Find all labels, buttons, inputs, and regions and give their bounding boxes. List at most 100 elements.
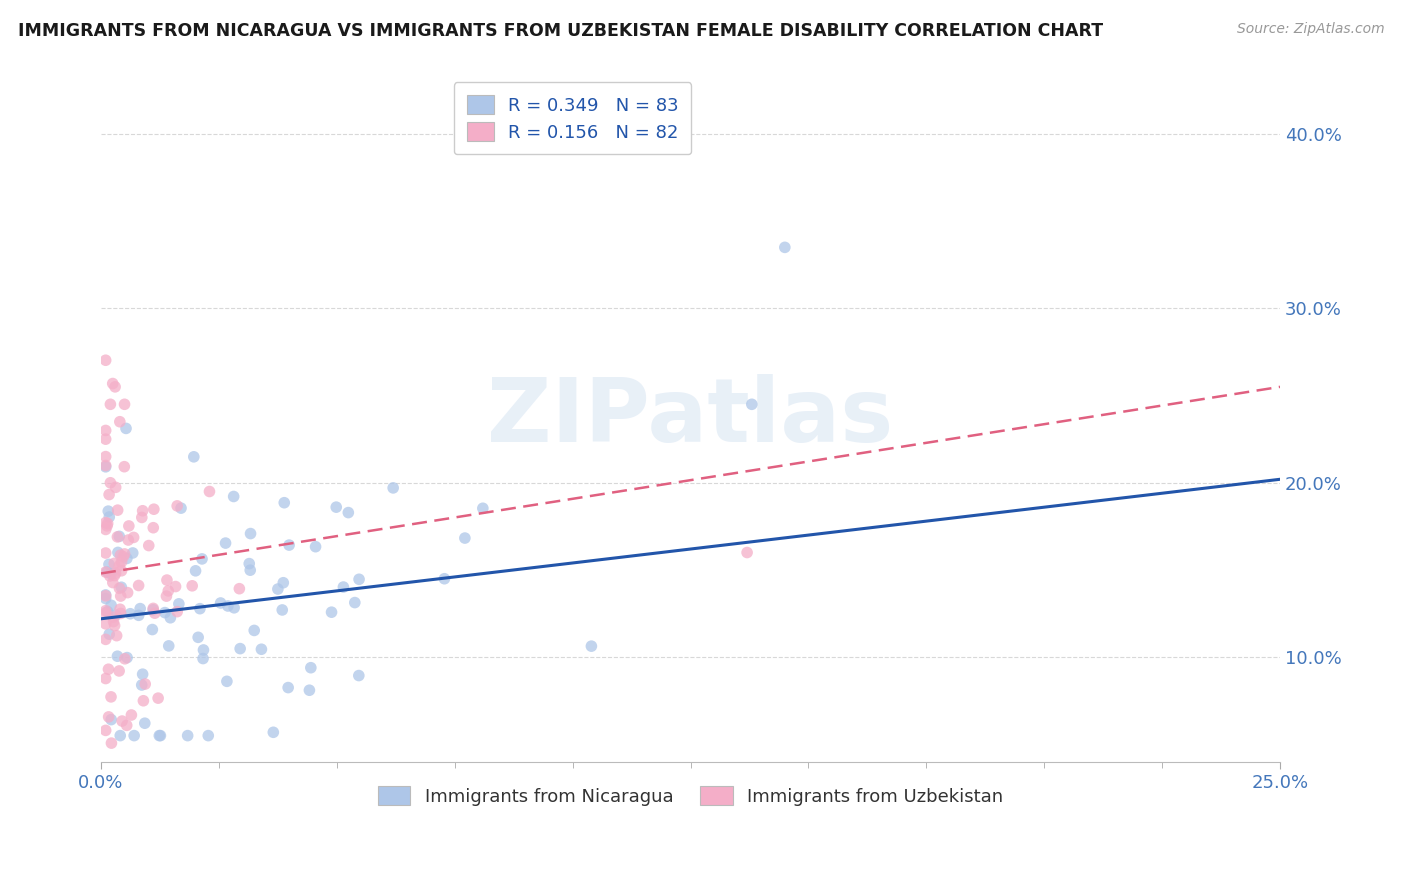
Point — [96, 519, 118, 533]
Point — [101, 376, 124, 391]
Point — [115, 718, 138, 732]
Point — [94, 424, 117, 438]
Point — [107, 545, 129, 559]
Point — [117, 585, 139, 599]
Point — [581, 639, 603, 653]
Point — [209, 596, 232, 610]
Point — [337, 506, 360, 520]
Point — [141, 623, 163, 637]
Point — [94, 523, 117, 537]
Point — [271, 575, 294, 590]
Text: ZIPatlas: ZIPatlas — [488, 374, 894, 461]
Point — [278, 538, 301, 552]
Point — [142, 521, 165, 535]
Point — [100, 690, 122, 704]
Point — [94, 459, 117, 474]
Point — [214, 536, 236, 550]
Point — [167, 597, 190, 611]
Point — [100, 475, 122, 490]
Point — [131, 678, 153, 692]
Point — [114, 547, 136, 561]
Point — [773, 240, 796, 254]
Point — [100, 599, 122, 613]
Point — [108, 415, 131, 429]
Point — [110, 580, 132, 594]
Point — [108, 664, 131, 678]
Point — [104, 618, 127, 632]
Point — [382, 481, 405, 495]
Point — [224, 600, 246, 615]
Point — [156, 573, 179, 587]
Point — [107, 530, 129, 544]
Point — [110, 548, 132, 562]
Point — [94, 458, 117, 473]
Point — [101, 575, 124, 590]
Point — [332, 580, 354, 594]
Point — [271, 603, 294, 617]
Point — [277, 681, 299, 695]
Point — [197, 729, 219, 743]
Point — [97, 662, 120, 676]
Point — [142, 603, 165, 617]
Point — [165, 580, 187, 594]
Point — [243, 624, 266, 638]
Point — [104, 608, 127, 623]
Point — [98, 627, 121, 641]
Point — [198, 484, 221, 499]
Point — [131, 510, 153, 524]
Point — [117, 533, 139, 547]
Point — [217, 599, 239, 613]
Point — [157, 639, 180, 653]
Point — [94, 632, 117, 647]
Point — [741, 397, 763, 411]
Point — [122, 530, 145, 544]
Point — [170, 501, 193, 516]
Point — [112, 549, 135, 564]
Point — [128, 608, 150, 623]
Point — [94, 516, 117, 530]
Point — [122, 729, 145, 743]
Point — [735, 545, 758, 559]
Point — [97, 516, 120, 531]
Point — [108, 529, 131, 543]
Point — [98, 558, 121, 572]
Point — [110, 607, 132, 621]
Point — [100, 566, 122, 581]
Point — [108, 602, 131, 616]
Point — [239, 526, 262, 541]
Point — [228, 582, 250, 596]
Point — [193, 643, 215, 657]
Point — [103, 615, 125, 629]
Point — [111, 714, 134, 728]
Point — [94, 616, 117, 631]
Point — [142, 502, 165, 516]
Legend: Immigrants from Nicaragua, Immigrants from Uzbekistan: Immigrants from Nicaragua, Immigrants fr… — [368, 777, 1012, 814]
Point — [267, 582, 290, 596]
Point — [94, 604, 117, 618]
Point — [250, 642, 273, 657]
Point — [239, 563, 262, 577]
Point — [94, 546, 117, 560]
Point — [110, 555, 132, 569]
Point — [304, 540, 326, 554]
Point — [146, 691, 169, 706]
Point — [104, 380, 127, 394]
Point — [98, 569, 121, 583]
Point — [121, 546, 143, 560]
Point — [118, 519, 141, 533]
Point — [94, 565, 117, 579]
Point — [454, 531, 477, 545]
Point — [159, 611, 181, 625]
Point — [94, 353, 117, 368]
Point — [132, 694, 155, 708]
Point — [98, 510, 121, 524]
Point — [107, 649, 129, 664]
Point — [134, 716, 156, 731]
Point — [471, 501, 494, 516]
Point — [94, 588, 117, 602]
Point — [176, 729, 198, 743]
Point — [191, 651, 214, 665]
Point — [143, 606, 166, 620]
Point — [115, 551, 138, 566]
Point — [104, 566, 127, 581]
